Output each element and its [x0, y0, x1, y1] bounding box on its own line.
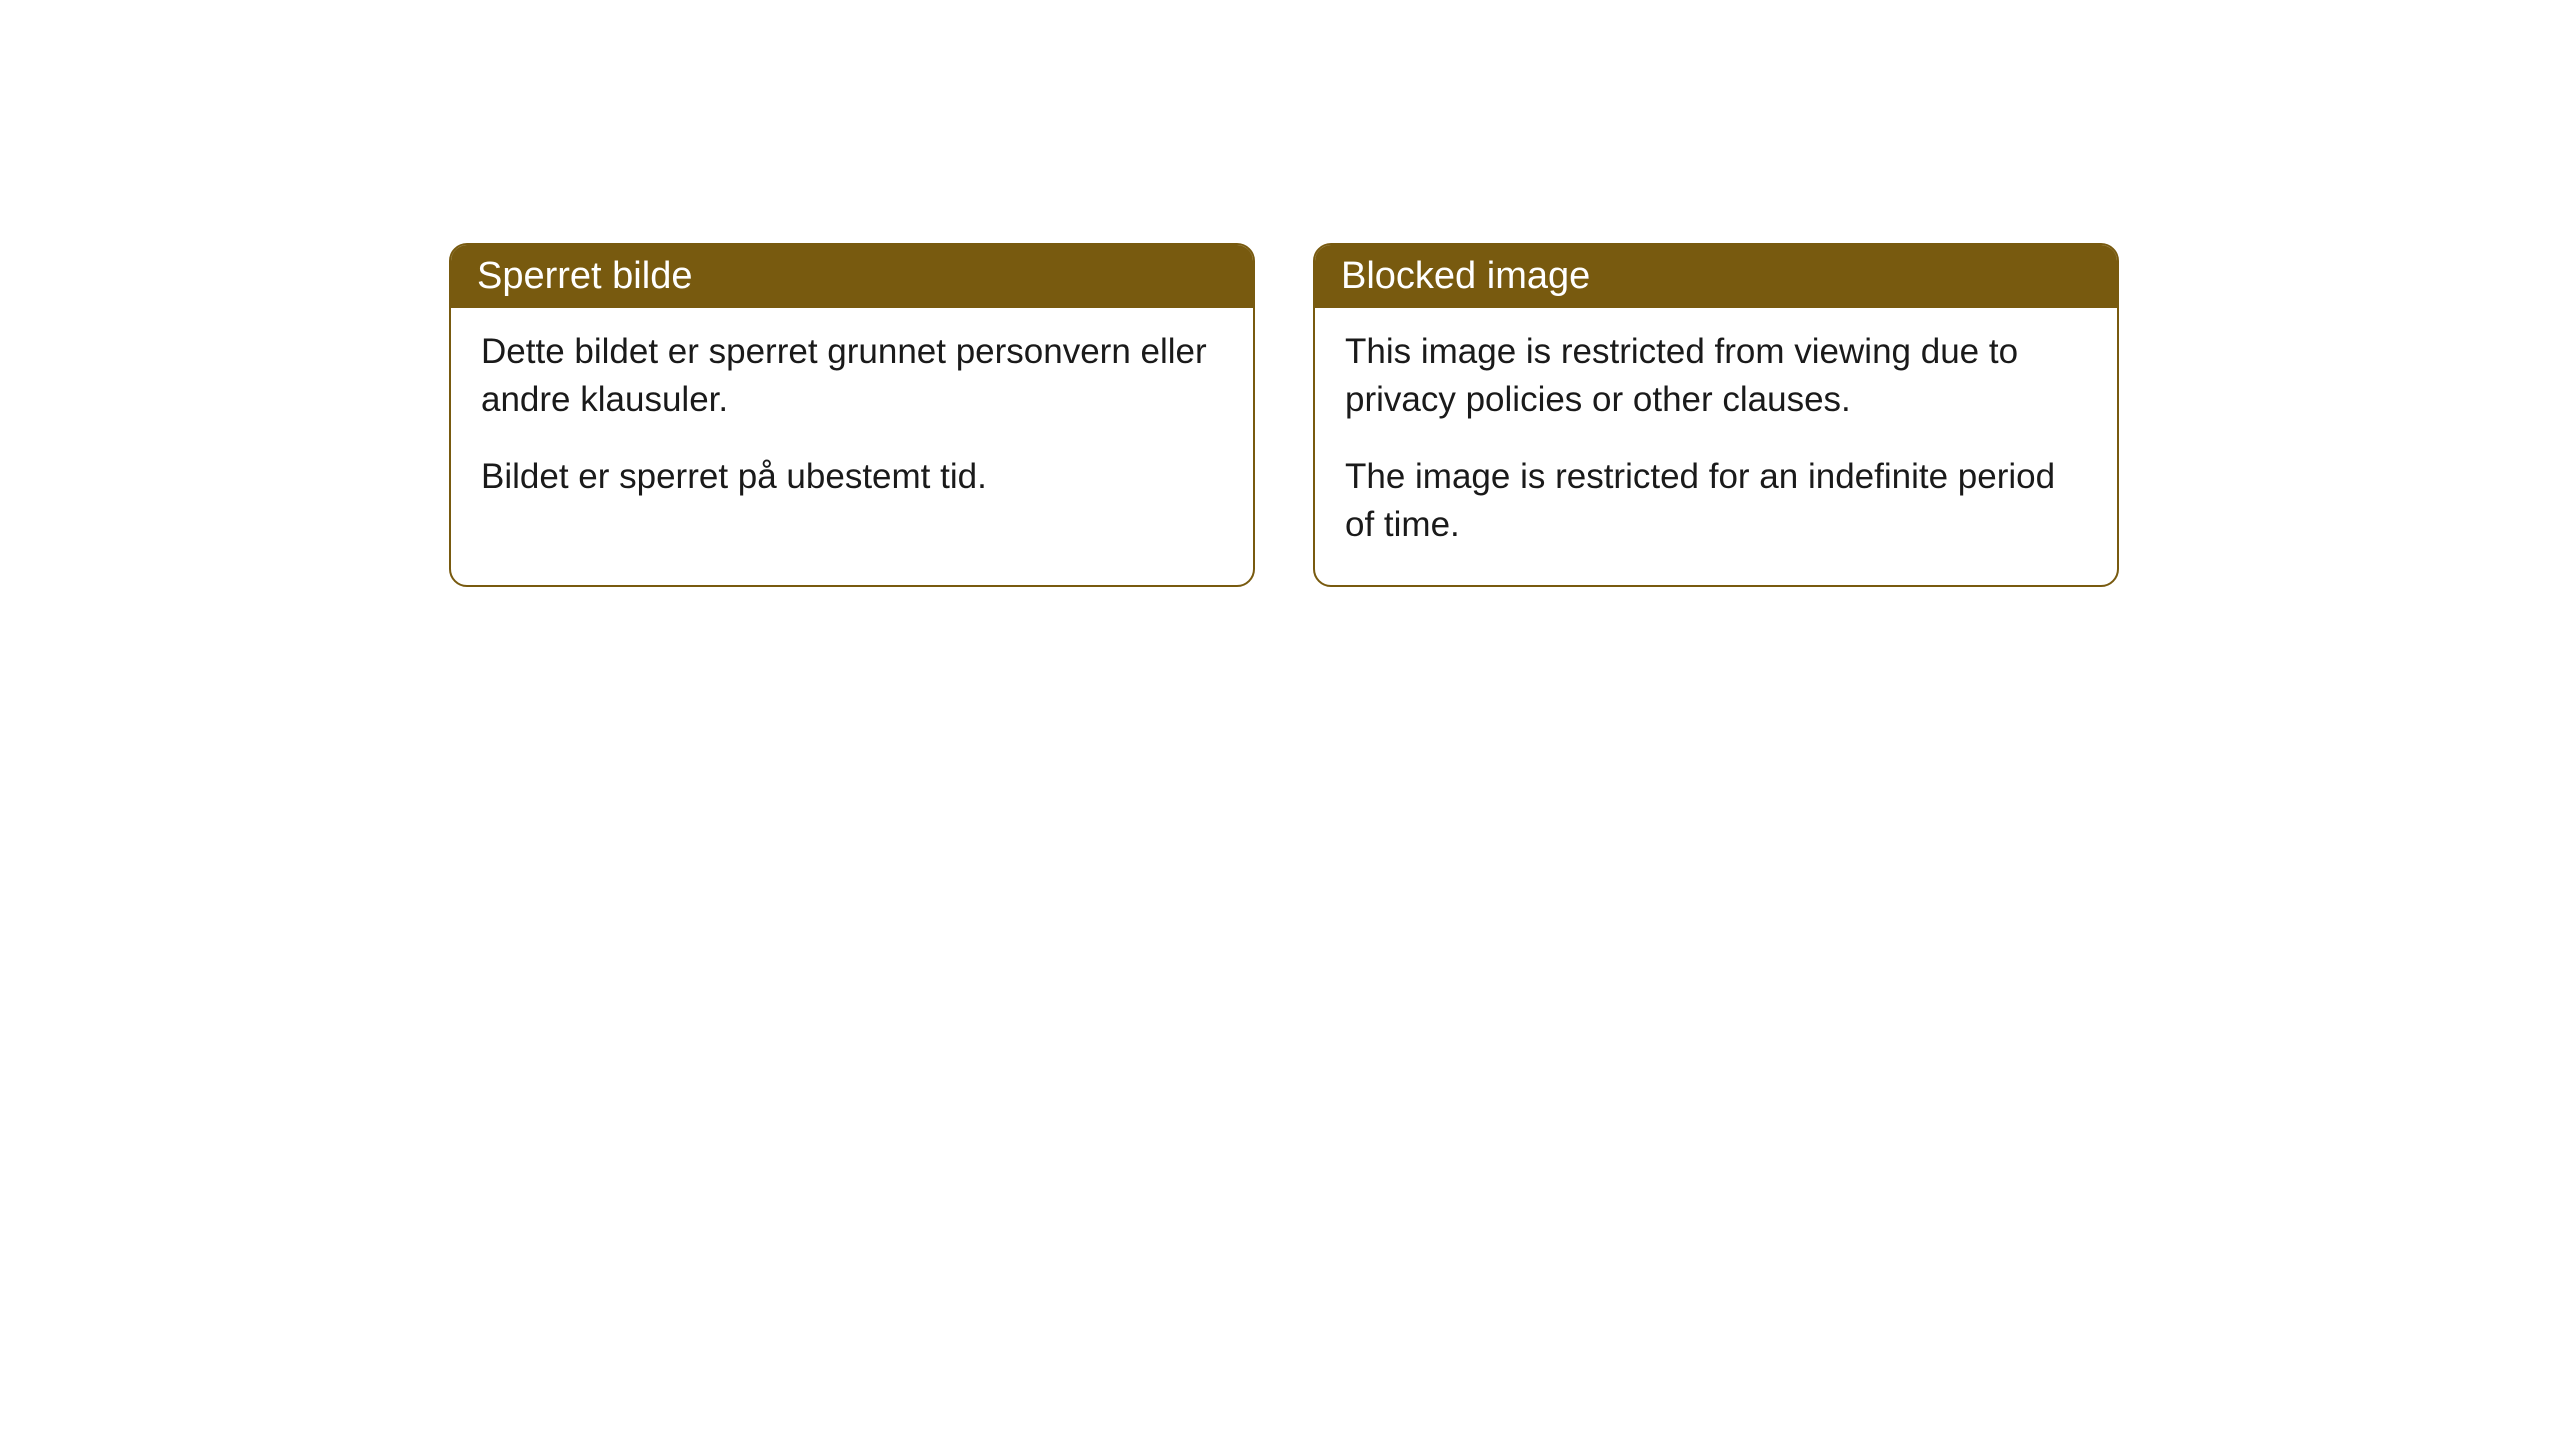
card-paragraph-1-norwegian: Dette bildet er sperret grunnet personve… — [481, 328, 1223, 425]
card-header-english: Blocked image — [1315, 245, 2117, 308]
blocked-image-card-english: Blocked image This image is restricted f… — [1313, 243, 2119, 587]
card-body-norwegian: Dette bildet er sperret grunnet personve… — [451, 308, 1253, 537]
card-title-norwegian: Sperret bilde — [477, 255, 692, 297]
blocked-image-cards-container: Sperret bilde Dette bildet er sperret gr… — [449, 243, 2119, 587]
card-paragraph-1-english: This image is restricted from viewing du… — [1345, 328, 2087, 425]
card-body-english: This image is restricted from viewing du… — [1315, 308, 2117, 585]
card-paragraph-2-norwegian: Bildet er sperret på ubestemt tid. — [481, 453, 1223, 501]
card-title-english: Blocked image — [1341, 255, 1590, 297]
blocked-image-card-norwegian: Sperret bilde Dette bildet er sperret gr… — [449, 243, 1255, 587]
card-paragraph-2-english: The image is restricted for an indefinit… — [1345, 453, 2087, 550]
card-header-norwegian: Sperret bilde — [451, 245, 1253, 308]
